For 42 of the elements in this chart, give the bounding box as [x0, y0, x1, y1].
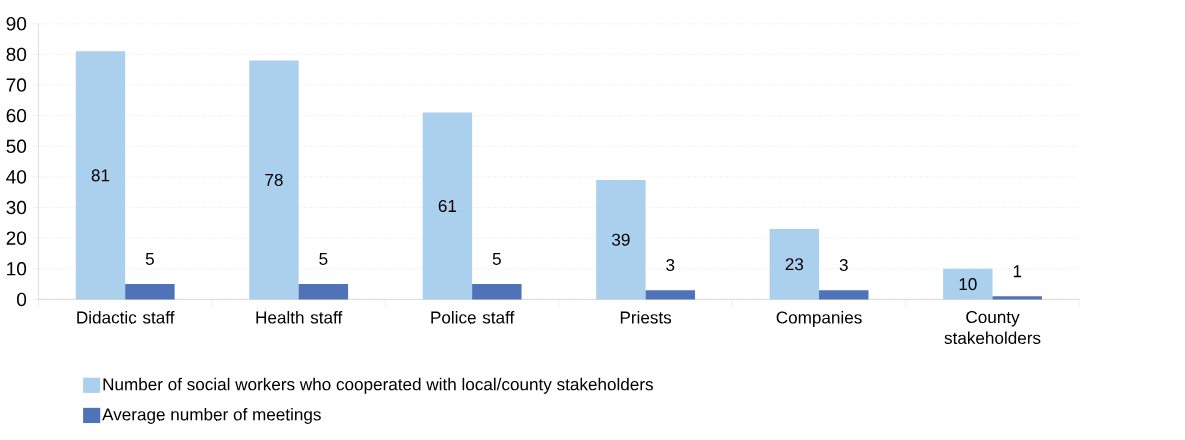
- bar: [125, 284, 175, 300]
- x-tick-label: Didactic staff: [77, 310, 175, 324]
- data-label: 5: [492, 252, 501, 265]
- x-tick-label: Priests: [620, 310, 672, 324]
- y-tick-label: 40: [6, 170, 27, 184]
- data-label: 61: [438, 199, 457, 213]
- x-tick-label: County stakeholders: [944, 310, 1041, 344]
- bar: [992, 296, 1042, 300]
- bar: [298, 284, 349, 300]
- y-tick-label: 70: [6, 78, 27, 92]
- y-tick-label: 50: [6, 139, 27, 153]
- y-tick-label: 60: [6, 108, 27, 123]
- bar: [769, 228, 820, 300]
- legend-label: Number of social workers who cooperated with local/county stakeholders: [103, 377, 653, 394]
- bar: [596, 179, 646, 300]
- data-label: 81: [91, 169, 110, 182]
- data-label: 10: [959, 278, 977, 291]
- x-tick-label: Police staff: [431, 310, 515, 324]
- bar: [819, 290, 869, 300]
- y-tick-label: 80: [6, 47, 27, 62]
- bar: [422, 112, 473, 300]
- bar: [472, 284, 522, 300]
- y-tick-label: 10: [7, 262, 27, 276]
- y-tick-label: 0: [17, 292, 27, 307]
- legend-label: Average number of meetings: [102, 407, 321, 424]
- data-label: 3: [666, 258, 675, 271]
- data-label: 5: [145, 252, 154, 265]
- bar: [249, 60, 299, 300]
- y-tick-label: 90: [6, 16, 27, 31]
- data-label: 1: [1013, 265, 1022, 278]
- x-tick-label: Health staff: [256, 310, 343, 324]
- data-label: 78: [265, 173, 283, 186]
- bar: [943, 268, 993, 300]
- bar: [75, 51, 126, 300]
- data-label: 39: [612, 233, 630, 246]
- data-label: 5: [319, 252, 328, 265]
- data-label: 23: [785, 258, 804, 271]
- bar: [645, 290, 696, 300]
- data-label: 3: [839, 258, 848, 271]
- x-tick-label: Companies: [776, 310, 862, 327]
- y-tick-label: 30: [6, 200, 27, 215]
- y-tick-label: 20: [6, 231, 27, 245]
